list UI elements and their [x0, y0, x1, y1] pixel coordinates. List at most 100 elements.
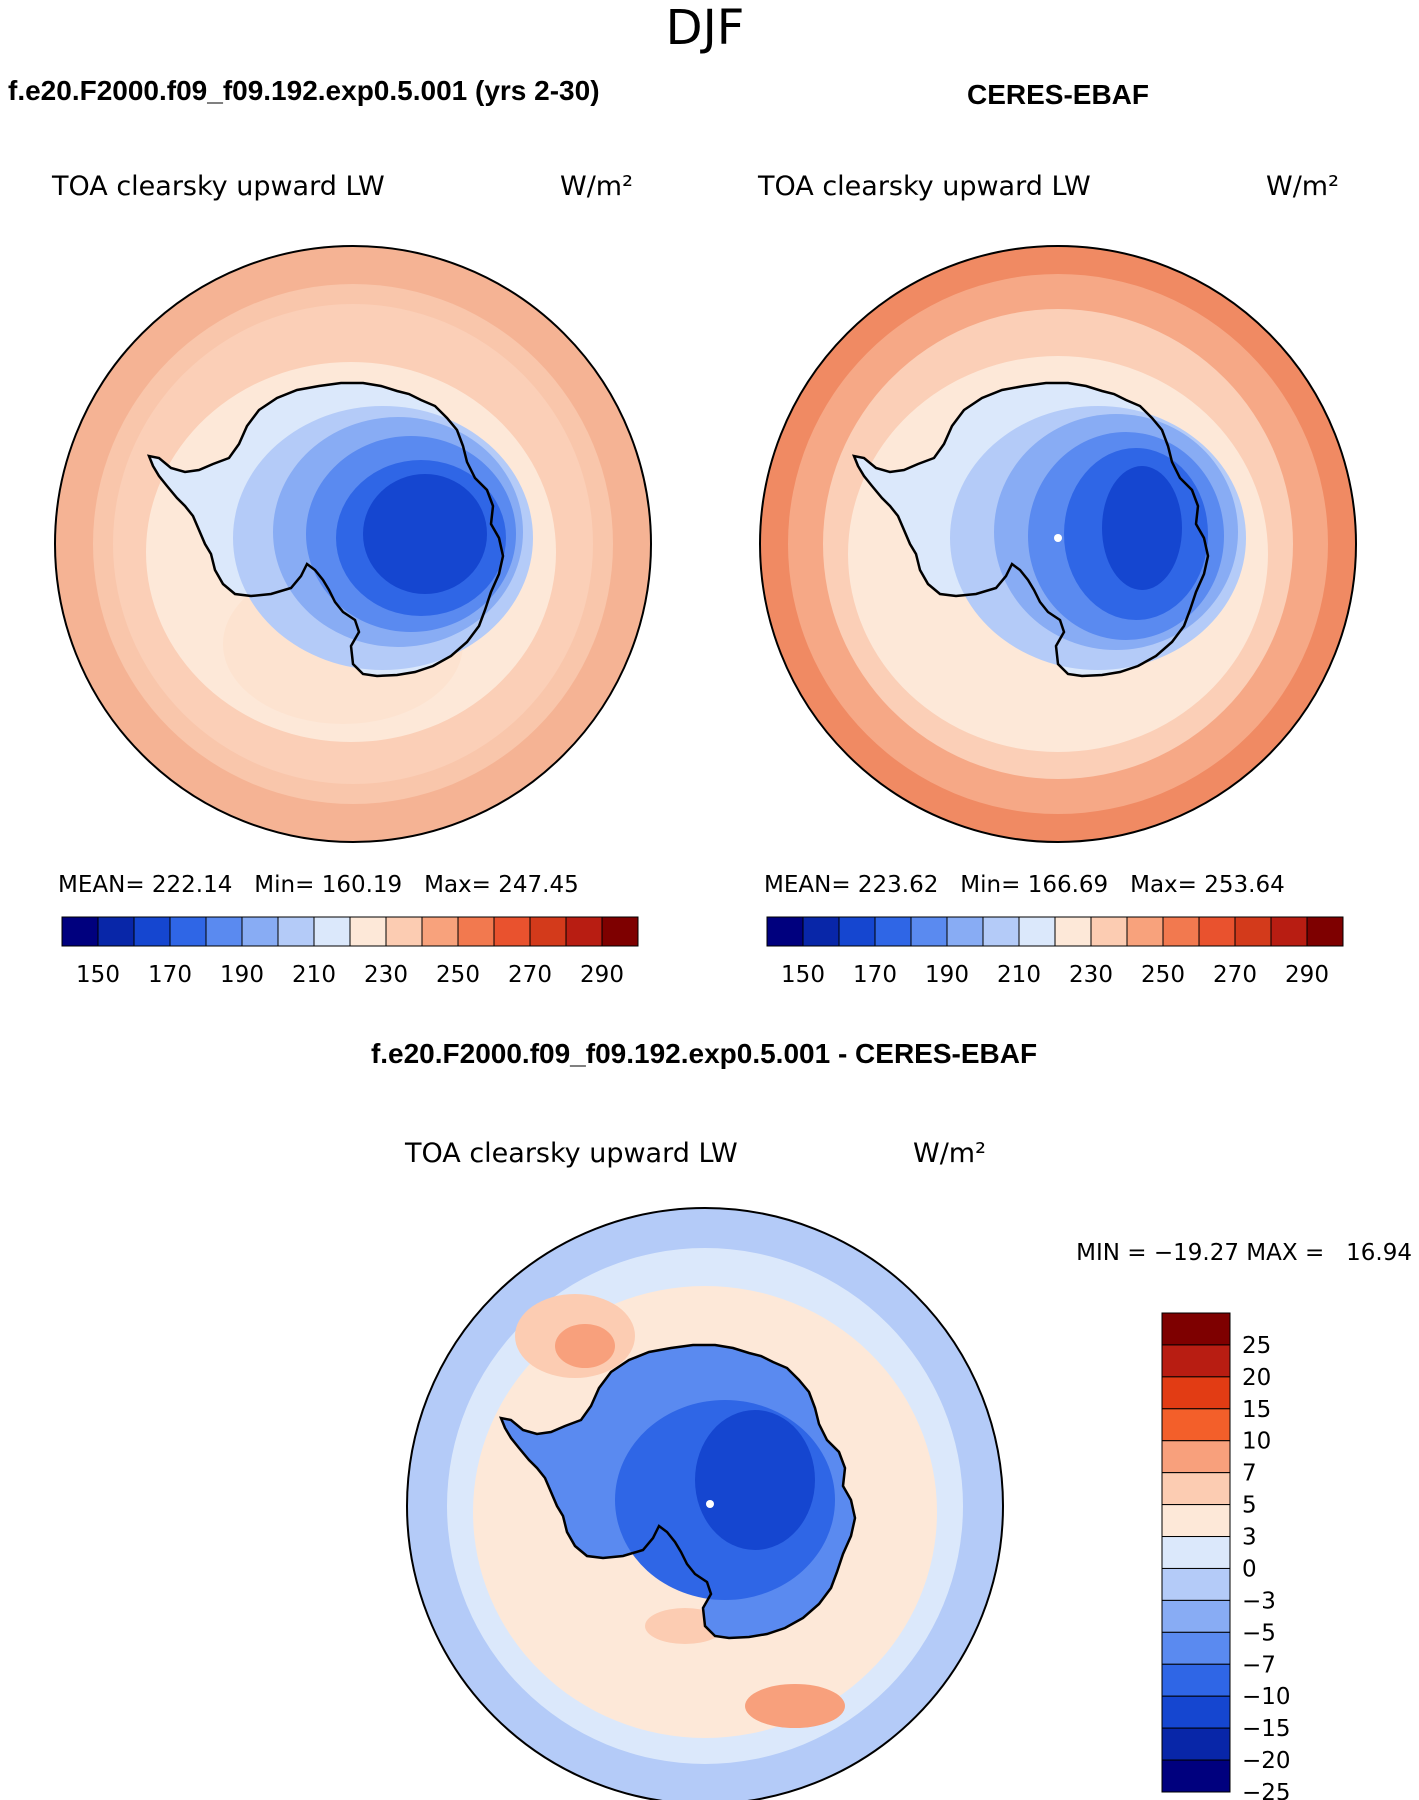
panel3-disc-border — [406, 1207, 1004, 1800]
panel2-colorbar-swatch — [946, 916, 984, 947]
panel2-colorbar-swatch — [1126, 916, 1164, 947]
panel3-colorbar-tick-label: −20 — [1242, 1748, 1291, 1774]
season-title: DJF — [666, 0, 745, 56]
panel3-colorbar-tick-label: −10 — [1242, 1684, 1291, 1710]
panel2-colorbar-swatch — [1018, 916, 1056, 947]
panel2-colorbar-tick-label: 230 — [1069, 962, 1113, 988]
panel3-colorbar-swatch — [1161, 1408, 1231, 1442]
panel1-case-title: f.e20.F2000.f09_f09.192.exp0.5.001 (yrs … — [8, 75, 600, 106]
panel3-map — [406, 1207, 1004, 1800]
panel2-colorbar-swatch — [1054, 916, 1092, 947]
panel2-colorbar-tick-label: 270 — [1213, 962, 1257, 988]
panel3-colorbar-tick-label: 3 — [1242, 1525, 1257, 1551]
panel3-variable: TOA clearsky upward LW — [404, 1138, 738, 1169]
panel3-colorbar-tick-label: 10 — [1242, 1429, 1271, 1455]
panel2-map — [759, 245, 1357, 843]
panel3-colorbar-tick-label: −3 — [1242, 1588, 1276, 1614]
panel2-colorbar-swatch — [910, 916, 948, 947]
panel2-disc-border — [759, 245, 1357, 843]
panel3-colorbar-swatch — [1161, 1631, 1231, 1665]
panel1-colorbar-swatch — [457, 916, 495, 947]
panel2-colorbar-swatch — [1162, 916, 1200, 947]
panel2-antarctica-field — [852, 381, 1246, 678]
panel3-positive-patch-ross — [745, 1684, 845, 1728]
panel1-colorbar: 150 170 190 210 230 250 270 290 — [61, 916, 639, 988]
panel3-colorbar-swatch — [1161, 1504, 1231, 1538]
panel3-colorbar-tick-label: 5 — [1242, 1493, 1257, 1519]
panel1-colorbar-swatch — [61, 916, 99, 947]
panel3-colorbar-swatch — [1161, 1759, 1231, 1793]
panel1-colorbar-swatch — [601, 916, 639, 947]
panel1-colorbar-swatch — [349, 916, 387, 947]
panel3-colorbar-tick-label: −5 — [1242, 1620, 1276, 1646]
panel2-colorbar-swatch — [1306, 916, 1344, 947]
panel3-antarctica-field — [499, 1343, 857, 1640]
panel1-colorbar-tick-label: 230 — [364, 962, 408, 988]
panel3-positive-patch-peninsula-core — [555, 1324, 615, 1368]
panel1-units: W/m² — [560, 171, 633, 202]
panel3-colorbar-swatch — [1161, 1695, 1231, 1729]
panel1-colorbar-swatch — [565, 916, 603, 947]
panel2-colorbar-tick-label: 170 — [853, 962, 897, 988]
panel3-colorbar-swatch — [1161, 1599, 1231, 1633]
panel2-colorbar-swatch — [1270, 916, 1308, 947]
panel1-colorbar-swatch — [241, 916, 279, 947]
panel1-colorbar-swatch — [205, 916, 243, 947]
panel3-colorbar-tick-label: 15 — [1242, 1397, 1271, 1423]
panel1-colorbar-tick-label: 190 — [220, 962, 264, 988]
panel3-colorbar-swatch — [1161, 1663, 1231, 1697]
panel2-colorbar-swatch — [802, 916, 840, 947]
panel3-colorbar-swatch — [1161, 1472, 1231, 1506]
panel1-disc-border — [54, 245, 652, 843]
panel2-case-title: CERES-EBAF — [967, 79, 1149, 110]
panel1-stats: MEAN= 222.14 Min= 160.19 Max= 247.45 — [58, 872, 579, 898]
panel3-case-title: f.e20.F2000.f09_f09.192.exp0.5.001 - CER… — [371, 1038, 1037, 1069]
panel3-colorbar-swatch — [1161, 1536, 1231, 1569]
panel2-colorbar-tick-label: 250 — [1141, 962, 1185, 988]
panel1-colorbar-tick-label: 290 — [580, 962, 624, 988]
panel1-colorbar-swatch — [385, 916, 423, 947]
panel3-colorbar-tick-label: 25 — [1242, 1333, 1271, 1359]
panel1-colorbar-swatch — [421, 916, 459, 947]
panel3-colorbar-swatch — [1161, 1312, 1231, 1346]
panel3-units: W/m² — [913, 1138, 986, 1169]
panel1-map — [54, 245, 652, 843]
panel3-colorbar-tick-label: 20 — [1242, 1365, 1271, 1391]
panel2-colorbar-tick-label: 150 — [781, 962, 825, 988]
panel2-variable: TOA clearsky upward LW — [757, 171, 1091, 202]
panel2-colorbar-swatch — [982, 916, 1020, 947]
panel2-stats: MEAN= 223.62 Min= 166.69 Max= 253.64 — [764, 872, 1285, 898]
panel3-colorbar-tick-label: 7 — [1242, 1461, 1257, 1487]
panel1-colorbar-swatch — [493, 916, 531, 947]
panel3-colorbar-swatch — [1161, 1727, 1231, 1761]
panel1-colorbar-tick-label: 170 — [148, 962, 192, 988]
panel1-colorbar-swatch — [277, 916, 315, 947]
panel3-colorbar-tick-label: −25 — [1242, 1780, 1291, 1800]
panel3-colorbar: 25 20 15 10 7 5 3 0 −3 −5 −7 −10 −15 −20 −25 — [1161, 1312, 1291, 1800]
panel1-variable: TOA clearsky upward LW — [51, 171, 385, 202]
panel2-colorbar-swatch — [838, 916, 876, 947]
panel2-units: W/m² — [1266, 171, 1339, 202]
panel2-colorbar-swatch — [766, 916, 804, 947]
panel2-colorbar-tick-label: 290 — [1285, 962, 1329, 988]
panel1-colorbar-tick-label: 210 — [292, 962, 336, 988]
panel2-colorbar-swatch — [1198, 916, 1236, 947]
panel2-colorbar-tick-label: 190 — [925, 962, 969, 988]
panel1-colorbar-swatch — [97, 916, 135, 947]
panel3-colorbar-swatch — [1161, 1567, 1231, 1601]
panel2-colorbar-swatch — [874, 916, 912, 947]
panel3-colorbar-swatch — [1161, 1344, 1231, 1378]
panel1-colorbar-tick-label: 250 — [436, 962, 480, 988]
panel2-colorbar: 150 170 190 210 230 250 270 290 — [766, 916, 1344, 988]
panel1-colorbar-swatch — [169, 916, 207, 947]
panel3-colorbar-tick-label: −15 — [1242, 1716, 1291, 1742]
panel1-colorbar-swatch — [313, 916, 351, 947]
panel2-colorbar-swatch — [1090, 916, 1128, 947]
panel3-stats: MIN = −19.27 MAX = 16.94 — [1076, 1240, 1412, 1266]
panel1-colorbar-swatch — [133, 916, 171, 947]
panel1-colorbar-tick-label: 150 — [76, 962, 120, 988]
panel1-antarctica-field — [147, 381, 533, 678]
panel2-colorbar-swatch — [1234, 916, 1272, 947]
panel3-colorbar-swatch — [1161, 1440, 1231, 1474]
